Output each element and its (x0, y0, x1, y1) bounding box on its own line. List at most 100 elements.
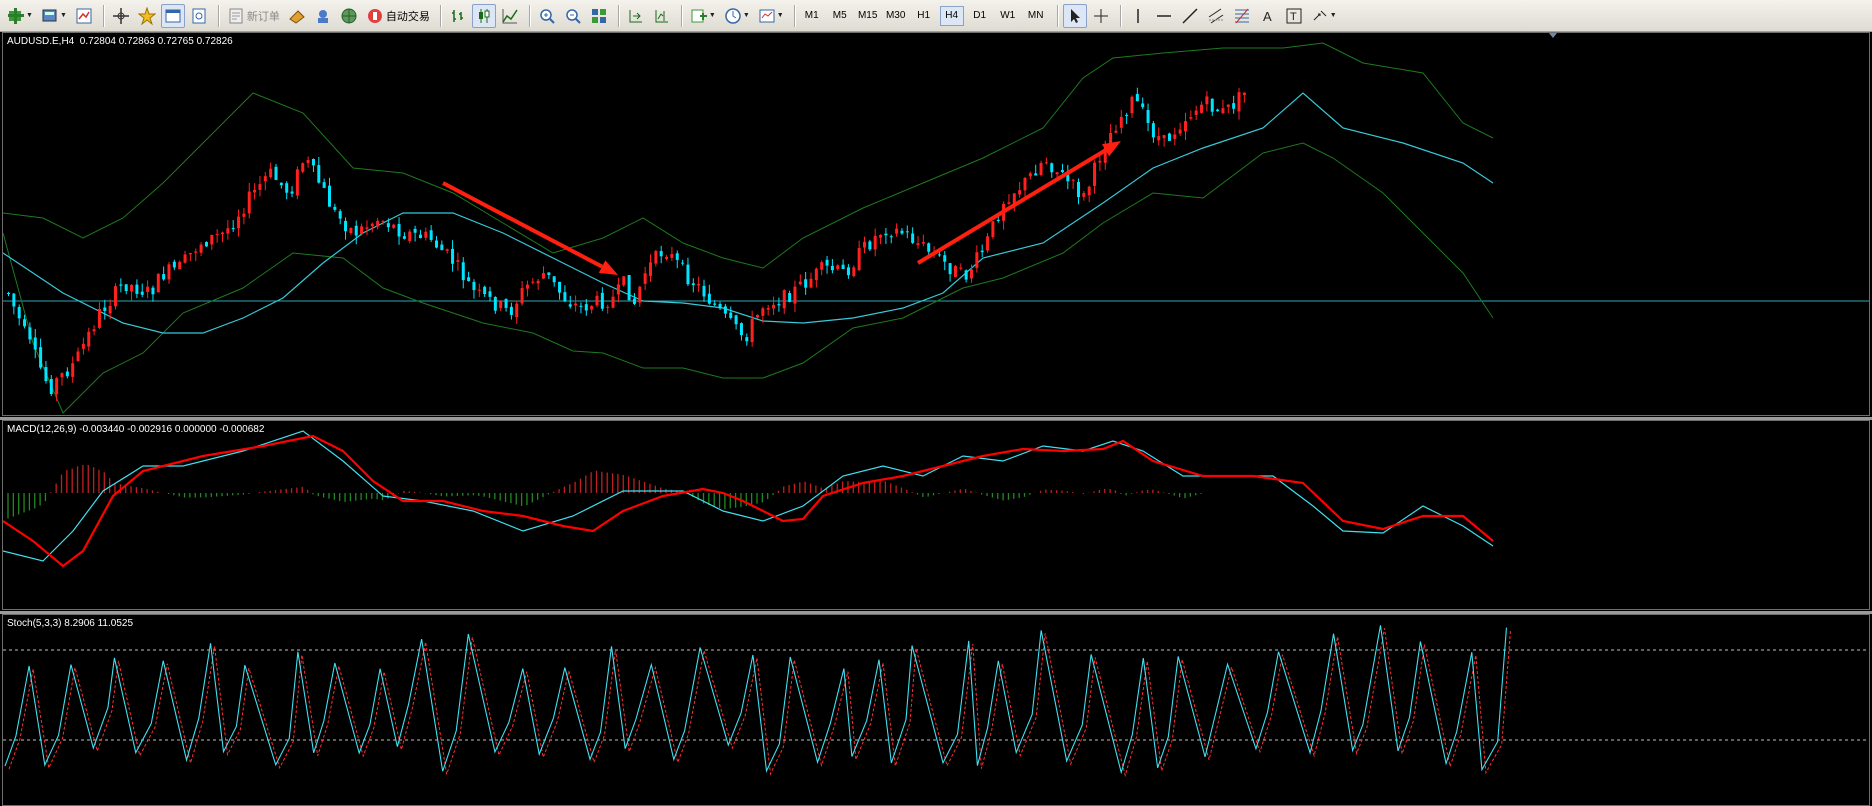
candle-body (1012, 193, 1016, 204)
candle-body (927, 243, 931, 252)
candle-body (124, 284, 128, 291)
new-chart-icon (8, 7, 24, 24)
timeframe-mn[interactable]: MN (1027, 10, 1044, 21)
chart-shift-button[interactable] (650, 4, 674, 28)
globe-icon (341, 8, 357, 23)
candle-body (574, 303, 578, 306)
macd-main-line (3, 430, 1494, 562)
indicators-button[interactable]: ▼ (687, 4, 719, 28)
chevron-down-icon: ▼ (26, 12, 33, 19)
candle-body (948, 263, 952, 275)
auto-trading-button[interactable]: 自动交易 (363, 4, 433, 28)
timeframe-h1[interactable]: H1 (917, 10, 931, 21)
fibonacci-button[interactable] (1230, 4, 1254, 28)
timeframe-w1[interactable]: W1 (1000, 10, 1016, 21)
candle-body (996, 219, 1000, 221)
chart-shift-icon (655, 9, 668, 22)
trendline-button[interactable] (1178, 4, 1202, 28)
candle-body (151, 287, 155, 295)
bar-chart-button[interactable] (446, 4, 470, 28)
strategy-tester-button[interactable] (187, 4, 211, 28)
candle-body (1146, 110, 1150, 123)
pane-divider[interactable] (0, 611, 1872, 614)
vertical-line-button[interactable] (1126, 4, 1150, 28)
templates-button[interactable]: ▼ (755, 4, 787, 28)
candle-body (905, 231, 909, 233)
timeframe-m30[interactable]: M30 (885, 10, 906, 21)
new-order-button[interactable]: 新订单 (224, 4, 283, 28)
candle-body (44, 367, 48, 381)
market-watch-button[interactable] (72, 4, 96, 28)
timeframe-d1[interactable]: D1 (973, 10, 987, 21)
metaeditor-button[interactable] (285, 4, 309, 28)
equidistant-channel-button[interactable] (1204, 4, 1228, 28)
candle-body (60, 373, 64, 378)
timeframe-m15[interactable]: M15 (857, 10, 878, 21)
timeframe-m5[interactable]: M5 (832, 10, 847, 21)
text-label-button[interactable]: T (1282, 4, 1306, 28)
cursor-button[interactable] (1062, 3, 1087, 28)
candle-body (1189, 117, 1193, 119)
arrows-icon (1313, 10, 1327, 20)
horizontal-line-button[interactable] (1152, 4, 1176, 28)
stochastic-indicator-pane[interactable]: Stoch(5,3,3) 8.2906 11.0525 (2, 614, 1870, 806)
candle-body (199, 244, 203, 253)
candle-body (1114, 130, 1118, 133)
candle-body (584, 304, 588, 311)
candlestick-button[interactable] (471, 3, 496, 28)
candle-body (445, 249, 449, 251)
chevron-down-icon: ▼ (742, 12, 750, 19)
candle-body (1162, 135, 1166, 139)
crosshair-button[interactable] (1089, 4, 1113, 28)
candle-body (1232, 103, 1236, 109)
candle-body (290, 191, 294, 194)
line-chart-button[interactable] (498, 4, 522, 28)
candle-body (595, 295, 599, 306)
timeframe-m1[interactable]: M1 (804, 10, 819, 21)
arrows-button[interactable]: ▼ (1308, 4, 1340, 28)
zoom-out-icon (566, 8, 581, 24)
candle-body (611, 296, 615, 308)
market-button[interactable] (337, 4, 361, 28)
macd-indicator-pane[interactable]: MACD(12,26,9) -0.003440 -0.002916 0.0000… (2, 420, 1870, 610)
candle-body (830, 265, 834, 271)
zoom-out-button[interactable] (561, 4, 585, 28)
new-chart-button[interactable]: ▼ (4, 4, 36, 28)
auto-scroll-button[interactable] (624, 4, 648, 28)
star-icon (137, 6, 156, 25)
candle-body (140, 291, 144, 295)
zoom-in-button[interactable] (535, 4, 559, 28)
timeframe-h4[interactable]: H4 (939, 5, 964, 26)
candle-body (194, 251, 198, 253)
signals-button[interactable] (311, 4, 335, 28)
candle-body (1216, 109, 1220, 112)
candle-body (344, 220, 348, 232)
candle-body (311, 158, 315, 166)
candle-body (713, 303, 717, 305)
periods-button[interactable]: ▼ (721, 4, 753, 28)
profiles-icon (42, 9, 57, 21)
candle-body (477, 289, 481, 291)
profiles-button[interactable]: ▼ (38, 4, 70, 28)
candle-body (900, 230, 904, 234)
uptrend-arrow-shaft (916, 148, 1107, 265)
candle-body (97, 308, 101, 328)
candle-body (1087, 186, 1091, 196)
candle-body (1226, 104, 1230, 107)
price-chart-pane[interactable]: AUDUSD.E,H4 0.72804 0.72863 0.72765 0.72… (2, 32, 1870, 416)
tile-windows-button[interactable] (587, 4, 611, 28)
candle-body (467, 277, 471, 282)
candle-body (750, 318, 754, 343)
chart-shift-marker-icon[interactable] (1549, 33, 1557, 38)
candle-body (1077, 181, 1080, 198)
candle-body (1098, 160, 1102, 163)
candle-body (873, 235, 877, 250)
pane-divider[interactable] (0, 417, 1872, 420)
candle-body (1242, 92, 1246, 96)
data-window-button[interactable] (109, 4, 133, 28)
candle-body (959, 267, 963, 269)
editor-icon (289, 9, 305, 24)
navigator-button[interactable] (135, 4, 159, 28)
text-button[interactable]: A (1256, 4, 1280, 28)
terminal-button[interactable] (160, 3, 185, 28)
